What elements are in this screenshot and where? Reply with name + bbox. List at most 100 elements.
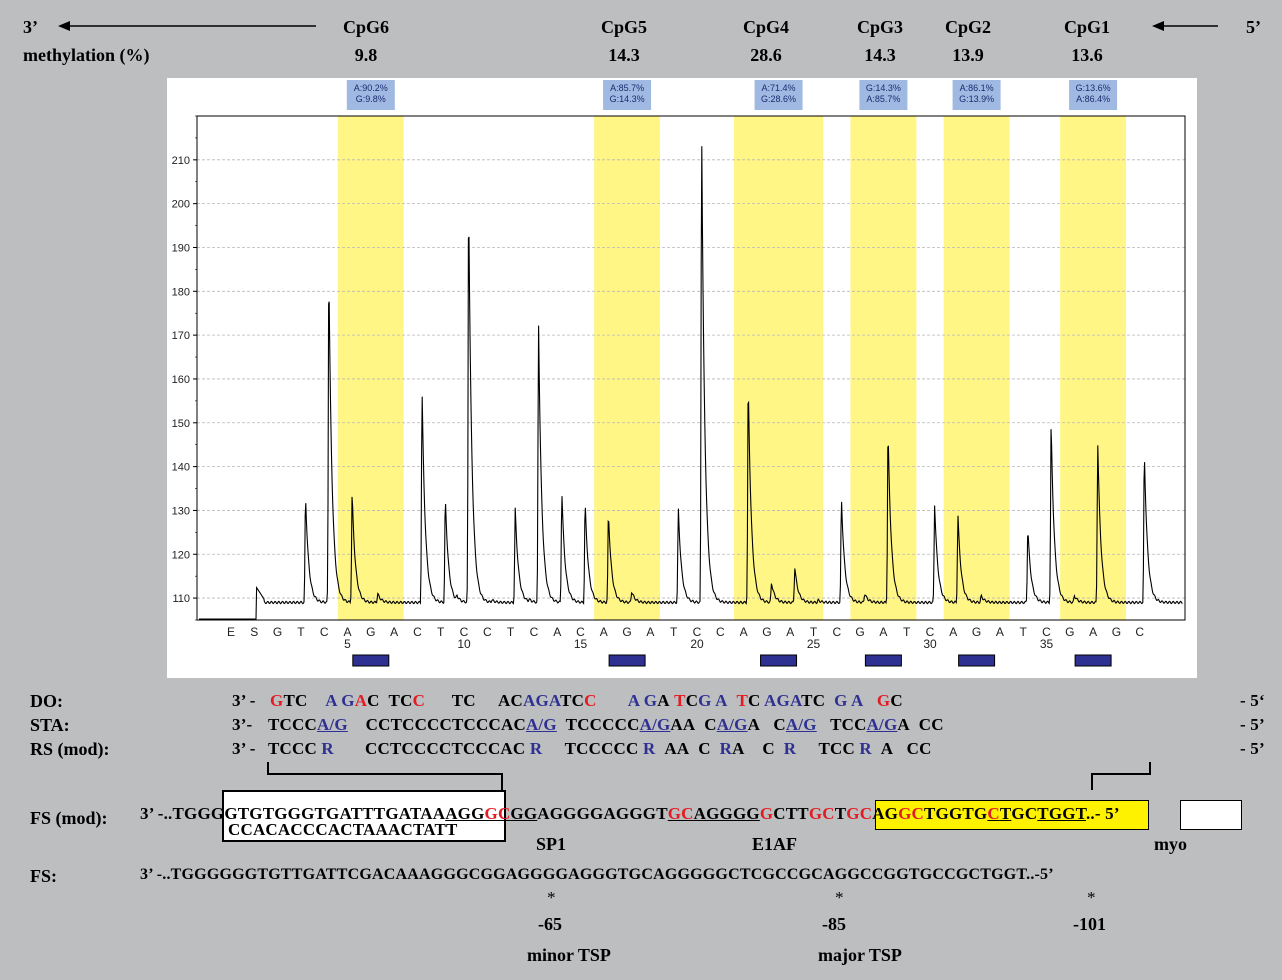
dispensation-position-label: 15 <box>574 637 588 651</box>
dispensation-letter: C <box>530 625 539 639</box>
highlight-annotation-text: A:90.2% <box>354 83 388 93</box>
cpg1-name: CpG1 <box>1063 17 1110 37</box>
dispensation-letter: S <box>250 625 258 639</box>
fs-sequence: 3’ -..TGGGGGGTGTTGATTCGACAAAGGGCGGAGGGGA… <box>140 866 1054 883</box>
tsp-major-label: major TSP <box>818 945 902 965</box>
dispensation-letter: A <box>600 625 608 639</box>
tsp-major-star: * <box>835 888 844 907</box>
highlight-band-6 <box>1060 116 1127 620</box>
dispensation-letter: C <box>460 625 469 639</box>
cpg-position-bar-5 <box>958 654 996 667</box>
dispensation-letter: C <box>693 625 702 639</box>
y-tick-label: 190 <box>172 242 190 254</box>
highlight-band-2 <box>594 116 661 620</box>
dispensation-letter: A <box>740 625 748 639</box>
dispensation-letter: C <box>716 625 725 639</box>
tsp-minor-star: * <box>547 888 556 907</box>
highlight-annotation-text: G:13.6% <box>1076 83 1111 93</box>
dispensation-letter: E <box>227 625 235 639</box>
pyrogram-chart: A:90.2%G:9.8%A:85.7%G:14.3%A:71.4%G:28.6… <box>167 78 1197 678</box>
cpg3-name: CpG3 <box>856 17 903 37</box>
tsp-101-star: * <box>1087 888 1096 907</box>
dispensation-letter: C <box>413 625 422 639</box>
dispensation-letter: G <box>762 625 771 639</box>
dispensation-position-label: 20 <box>690 637 704 651</box>
cpg-position-bar-1 <box>352 654 390 667</box>
dispensation-letter: G <box>273 625 282 639</box>
cpg6-methylation: 9.8 <box>354 45 378 65</box>
primer-binding-box <box>222 790 506 842</box>
dispensation-letter: T <box>903 625 911 639</box>
y-tick-label: 160 <box>172 374 190 386</box>
y-tick-label: 170 <box>172 330 190 342</box>
highlight-annotation-text: A:85.7% <box>610 83 644 93</box>
highlight-annotation-text: G:28.6% <box>761 94 796 104</box>
highlight-annotation-text: A:86.1% <box>960 83 994 93</box>
tsp-minor-label: minor TSP <box>527 945 611 965</box>
right-arrow-icon <box>1152 21 1218 31</box>
highlight-annotation-text: A:71.4% <box>762 83 796 93</box>
dispensation-letter: A <box>553 625 561 639</box>
left-arrow-icon <box>58 21 316 31</box>
cpg-position-bar-6 <box>1074 654 1112 667</box>
highlight-annotation-bg-5 <box>952 80 1001 110</box>
tsp-major-position: -85 <box>822 914 846 934</box>
tsp-101-position: -101 <box>1073 914 1106 934</box>
cpg4-methylation: 28.6 <box>750 45 782 65</box>
myo-highlight-box <box>875 800 1149 830</box>
y-tick-label: 120 <box>172 549 190 561</box>
dispensation-letter: A <box>390 625 398 639</box>
dispensation-letter: C <box>832 625 841 639</box>
dispensation-position-label: 5 <box>344 637 351 651</box>
y-tick-label: 210 <box>172 155 190 167</box>
highlight-annotation-bg-4 <box>859 80 908 110</box>
rs-label: RS (mod): <box>30 739 110 759</box>
highlight-annotation-text: G:9.8% <box>356 94 386 104</box>
y-tick-label: 180 <box>172 286 190 298</box>
sp1-site-label: SP1 <box>536 834 567 854</box>
fs-mod-prefix: 3’ -..TGG <box>140 804 211 823</box>
cpg-position-bar-4 <box>864 654 902 667</box>
cpg5-name: CpG5 <box>600 17 647 37</box>
dispensation-letter: T <box>810 625 818 639</box>
highlight-annotation-text: A:86.4% <box>1076 94 1110 104</box>
dispensation-position-label: 35 <box>1040 637 1054 651</box>
dispensation-letter: A <box>646 625 654 639</box>
fs-label: FS: <box>30 866 57 886</box>
highlight-annotation-text: G:13.9% <box>959 94 994 104</box>
dispensation-letter: A <box>949 625 957 639</box>
highlight-annotation-bg-3 <box>754 80 803 110</box>
dispensation-letter: A <box>1089 625 1097 639</box>
dispensation-position-label: 10 <box>457 637 471 651</box>
dispensation-letter: G <box>1112 625 1121 639</box>
highlight-band-3 <box>733 116 824 620</box>
dispensation-letter: C <box>1042 625 1051 639</box>
sta-prefix: 3’- <box>232 715 253 734</box>
chart-background <box>167 78 1197 678</box>
dispensation-letter: T <box>507 625 515 639</box>
dispensation-letter: G <box>366 625 375 639</box>
myo-end-box <box>1180 800 1242 830</box>
dispensation-letter: T <box>297 625 305 639</box>
left-end-label: 3’ <box>23 17 38 37</box>
dispensation-letter: G <box>972 625 981 639</box>
cpg2-name: CpG2 <box>944 17 991 37</box>
dispensation-letter: C <box>320 625 329 639</box>
highlight-annotation-bg-6 <box>1069 80 1118 110</box>
do-sequence: GTC A GAC TCC TC ACAGATCC A GA TCG A TC … <box>270 691 903 710</box>
rs-sequence: TCCC R CCTCCCCTCCCAC R TCCCCC R AA C RA … <box>268 739 932 758</box>
cpg1-methylation: 13.6 <box>1071 45 1103 65</box>
do-prefix: 3’ - <box>232 691 256 710</box>
plot-frame <box>196 115 1186 621</box>
cpg2-methylation: 13.9 <box>952 45 984 65</box>
do-suffix: - 5‘ <box>1240 691 1265 710</box>
fs-mod-sequence: 3’ -..TGGGGTGTGGGTGATTTGATAAAGGGCGGAGGGG… <box>140 804 1120 823</box>
cpg4-name: CpG4 <box>742 17 789 37</box>
y-tick-label: 130 <box>172 505 190 517</box>
myo-site-label: myo <box>1154 834 1187 854</box>
sta-label: STA: <box>30 715 70 735</box>
highlight-annotation-text: A:85.7% <box>866 94 900 104</box>
y-tick-label: 150 <box>172 418 190 430</box>
y-tick-label: 200 <box>172 199 190 211</box>
do-label: DO: <box>30 691 63 711</box>
